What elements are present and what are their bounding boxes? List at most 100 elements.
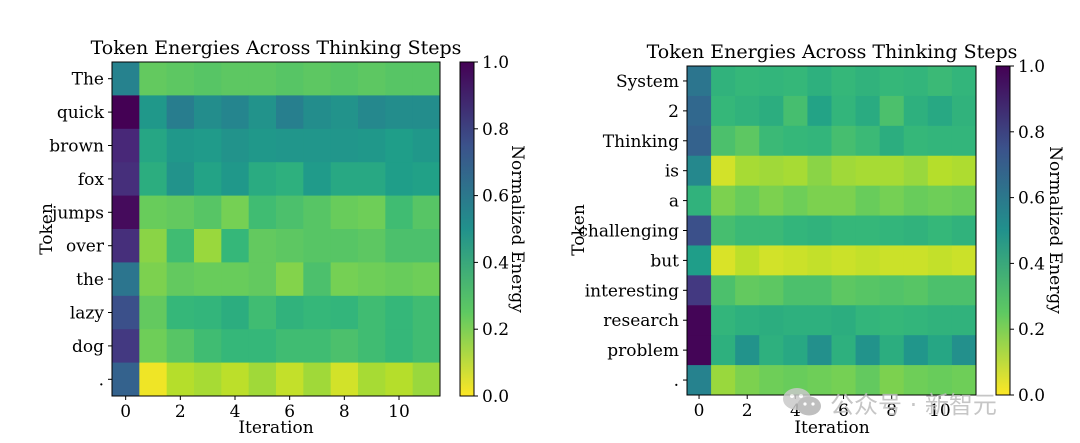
heatmap-cell [927,365,953,396]
heatmap-cell [112,62,140,96]
heatmap-cell [412,95,441,130]
y-tick-label: quick [57,103,105,123]
heatmap-cell [903,245,929,276]
x-tick-label: 0 [694,401,705,421]
y-tick-label: fox [78,170,105,190]
heatmap-cell [276,329,304,364]
heatmap-cell [194,95,222,130]
heatmap-cell [687,305,712,336]
heatmap-cell [166,229,195,263]
heatmap-cell [735,125,760,157]
heatmap-cell [687,185,712,217]
heatmap-cell [385,262,414,297]
colorbar-tick-label: 0.0 [482,387,509,407]
chart-title-2: Token Energies Across Thinking Steps [647,41,1018,63]
x-tick-label: 0 [120,402,131,422]
heatmap-cell [276,95,304,130]
heatmap-cell [276,195,304,230]
heatmap-cell [951,365,977,396]
heatmap-cell [194,195,222,230]
colorbar-tick-label: 0.2 [482,320,509,340]
heatmap-cell [927,66,953,97]
y-tick-label: problem [607,341,679,361]
heatmap-cell [783,125,808,157]
heatmap-cell [927,335,953,366]
heatmap-cell [903,155,929,187]
heatmap-cell [330,95,359,130]
heatmap-cell [385,329,414,364]
heatmap-cell [112,128,140,163]
heatmap-cell [194,295,222,330]
heatmap-cell [711,275,736,306]
heatmap-cell [687,245,712,276]
heatmap-cell [879,275,905,306]
heatmap-cell [927,305,953,336]
heatmap-cell [412,262,441,297]
heatmap-cell [855,155,881,187]
heatmap-cell [831,335,857,366]
colorbar-tick-label: 0.4 [1018,254,1045,274]
y-tick-label: jumps [50,203,104,223]
heatmap-cell [759,365,784,396]
heatmap-cell [855,245,881,276]
heatmap-cell [807,155,832,187]
x-tick-label: 6 [838,401,849,421]
heatmap-cells-2 [687,66,977,396]
heatmap-cell [330,128,359,163]
y-tick-label: lazy [70,304,105,324]
heatmap-cell [221,262,250,297]
heatmap-cell [759,335,784,366]
colorbar-1: 0.0 0.2 0.4 0.6 0.8 1.0 [459,53,509,407]
heatmap-cell [783,275,808,306]
heatmap-cell [927,155,953,187]
heatmap-cell [112,262,140,297]
heatmap-cell [783,305,808,336]
heatmap-cell [879,125,905,157]
heatmap-cell [330,329,359,364]
heatmap-cell [735,275,760,306]
heatmap-cell [855,95,881,127]
heatmap-cell [759,185,784,217]
y-tick-label: is [665,162,679,182]
heatmap-cell [330,195,359,230]
heatmap-cell [276,295,304,330]
heatmap-cell [951,66,977,97]
heatmap-cell [221,128,250,163]
heatmap-cell [807,245,832,276]
y-tick-label: dog [72,337,104,357]
colorbar-tick-label: 0.6 [1018,189,1045,209]
heatmap-cell [759,155,784,187]
heatmap-cell [807,365,832,396]
heatmap-cell [139,195,168,230]
heatmap-cell [855,185,881,217]
heatmap-cell [711,95,736,127]
heatmap-cell [194,162,222,197]
heatmap-cell [358,195,386,230]
heatmap-cell [303,362,332,397]
heatmap-cell [711,305,736,336]
y-tick-label: challenging [578,222,679,242]
heatmap-cell [112,295,140,330]
heatmap-cell [903,125,929,157]
heatmap-cell [385,295,414,330]
heatmap-cell [711,245,736,276]
heatmap-cell [139,262,168,297]
heatmap-cell [194,62,222,96]
heatmap-cell [221,329,250,364]
heatmap-cell [330,295,359,330]
heatmap-cell [879,215,905,246]
heatmap-cell [303,95,332,130]
heatmap-cell [735,95,760,127]
heatmap-cell [194,229,222,263]
heatmap-cell [248,195,277,230]
y-tick-label: the [76,270,104,290]
heatmap-cell [879,95,905,127]
heatmap-cell [783,95,808,127]
heatmap-cell [248,162,277,197]
heatmap-cell [783,66,808,97]
heatmap-cell [166,162,195,197]
heatmap-cell [276,162,304,197]
heatmap-cell [385,95,414,130]
colorbar-tick-label: 0.4 [482,253,509,273]
heatmap-cell [358,229,386,263]
